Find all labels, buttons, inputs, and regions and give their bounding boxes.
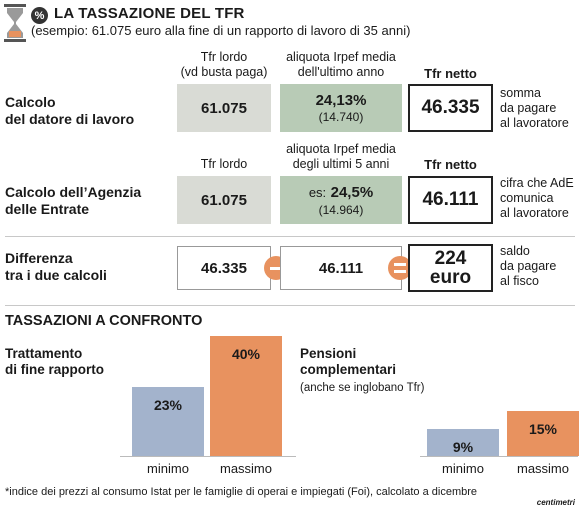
chart2-baseline <box>420 456 578 457</box>
chart2-category-minimo: minimo <box>442 461 484 476</box>
row2-col3-head: Tfr netto <box>424 157 477 172</box>
chart1-title: Trattamento di fine rapporto <box>5 346 104 377</box>
chart1-baseline <box>120 456 296 457</box>
row1-note: somma da pagare al lavoratore <box>500 86 569 130</box>
row1-rate-box: 24,13% (14.740) <box>280 84 402 132</box>
chart2-bar-label-minimo: 9% <box>452 439 474 455</box>
row3-note: saldo da pagare al fisco <box>500 244 557 288</box>
row3-b-box: 46.111 <box>280 246 402 290</box>
chart2-bar-label-massimo: 15% <box>528 421 558 437</box>
chart1-category-minimo: minimo <box>147 461 189 476</box>
chart2-bar-minimo: 9% <box>427 429 499 456</box>
page-subtitle: (esempio: 61.075 euro alla fine di un ra… <box>31 23 411 38</box>
chart2-subtitle: (anche se inglobano Tfr) <box>300 382 425 394</box>
row1-col2-head: aliquota Irpef media dell'ultimo anno <box>286 50 396 79</box>
row1-label: Calcolo del datore di lavoro <box>5 94 135 127</box>
row1-gross-box: 61.075 <box>177 84 271 132</box>
chart1-bar-label-minimo: 23% <box>153 397 183 413</box>
chart1-category-massimo: massimo <box>219 461 272 476</box>
divider <box>5 236 575 237</box>
row1-col1-head: Tfr lordo (vd busta paga) <box>180 50 268 79</box>
row1-net-box: 46.335 <box>408 84 493 132</box>
chart1-bar-minimo: 23% <box>132 387 204 456</box>
row2-rate-box: es: 24,5% (14.964) <box>280 176 402 224</box>
row3-label: Differenza tra i due calcoli <box>5 250 107 283</box>
row2-label: Calcolo dell’Agenzia delle Entrate <box>5 184 142 217</box>
footnote: *indice dei prezzi al consumo Istat per … <box>5 486 478 498</box>
credit: centimetri <box>536 498 575 507</box>
row2-net-box: 46.111 <box>408 176 493 224</box>
chart1-bar-massimo: 40% <box>210 336 282 456</box>
row2-gross-box: 61.075 <box>177 176 271 224</box>
row3-result-box: 224 euro <box>408 244 493 292</box>
row2-col2-head: aliquota Irpef media degli ultimi 5 anni <box>286 142 396 171</box>
chart2-category-massimo: massimo <box>516 461 569 476</box>
chart2-bar-massimo: 15% <box>507 411 579 456</box>
percent-icon: % <box>31 7 48 24</box>
divider <box>5 305 575 306</box>
row2-note: cifra che AdE comunica al lavoratore <box>500 176 574 220</box>
row3-a-box: 46.335 <box>177 246 271 290</box>
hourglass-icon <box>4 4 26 42</box>
chart2-title: Pensioni complementari <box>300 346 397 377</box>
section-title: TASSAZIONI A CONFRONTO <box>5 313 203 329</box>
row2-col1-head: Tfr lordo <box>200 157 248 171</box>
row1-col3-head: Tfr netto <box>424 66 477 81</box>
chart1-bar-label-massimo: 40% <box>231 346 261 362</box>
page-title: LA TASSAZIONE DEL TFR <box>54 5 245 22</box>
